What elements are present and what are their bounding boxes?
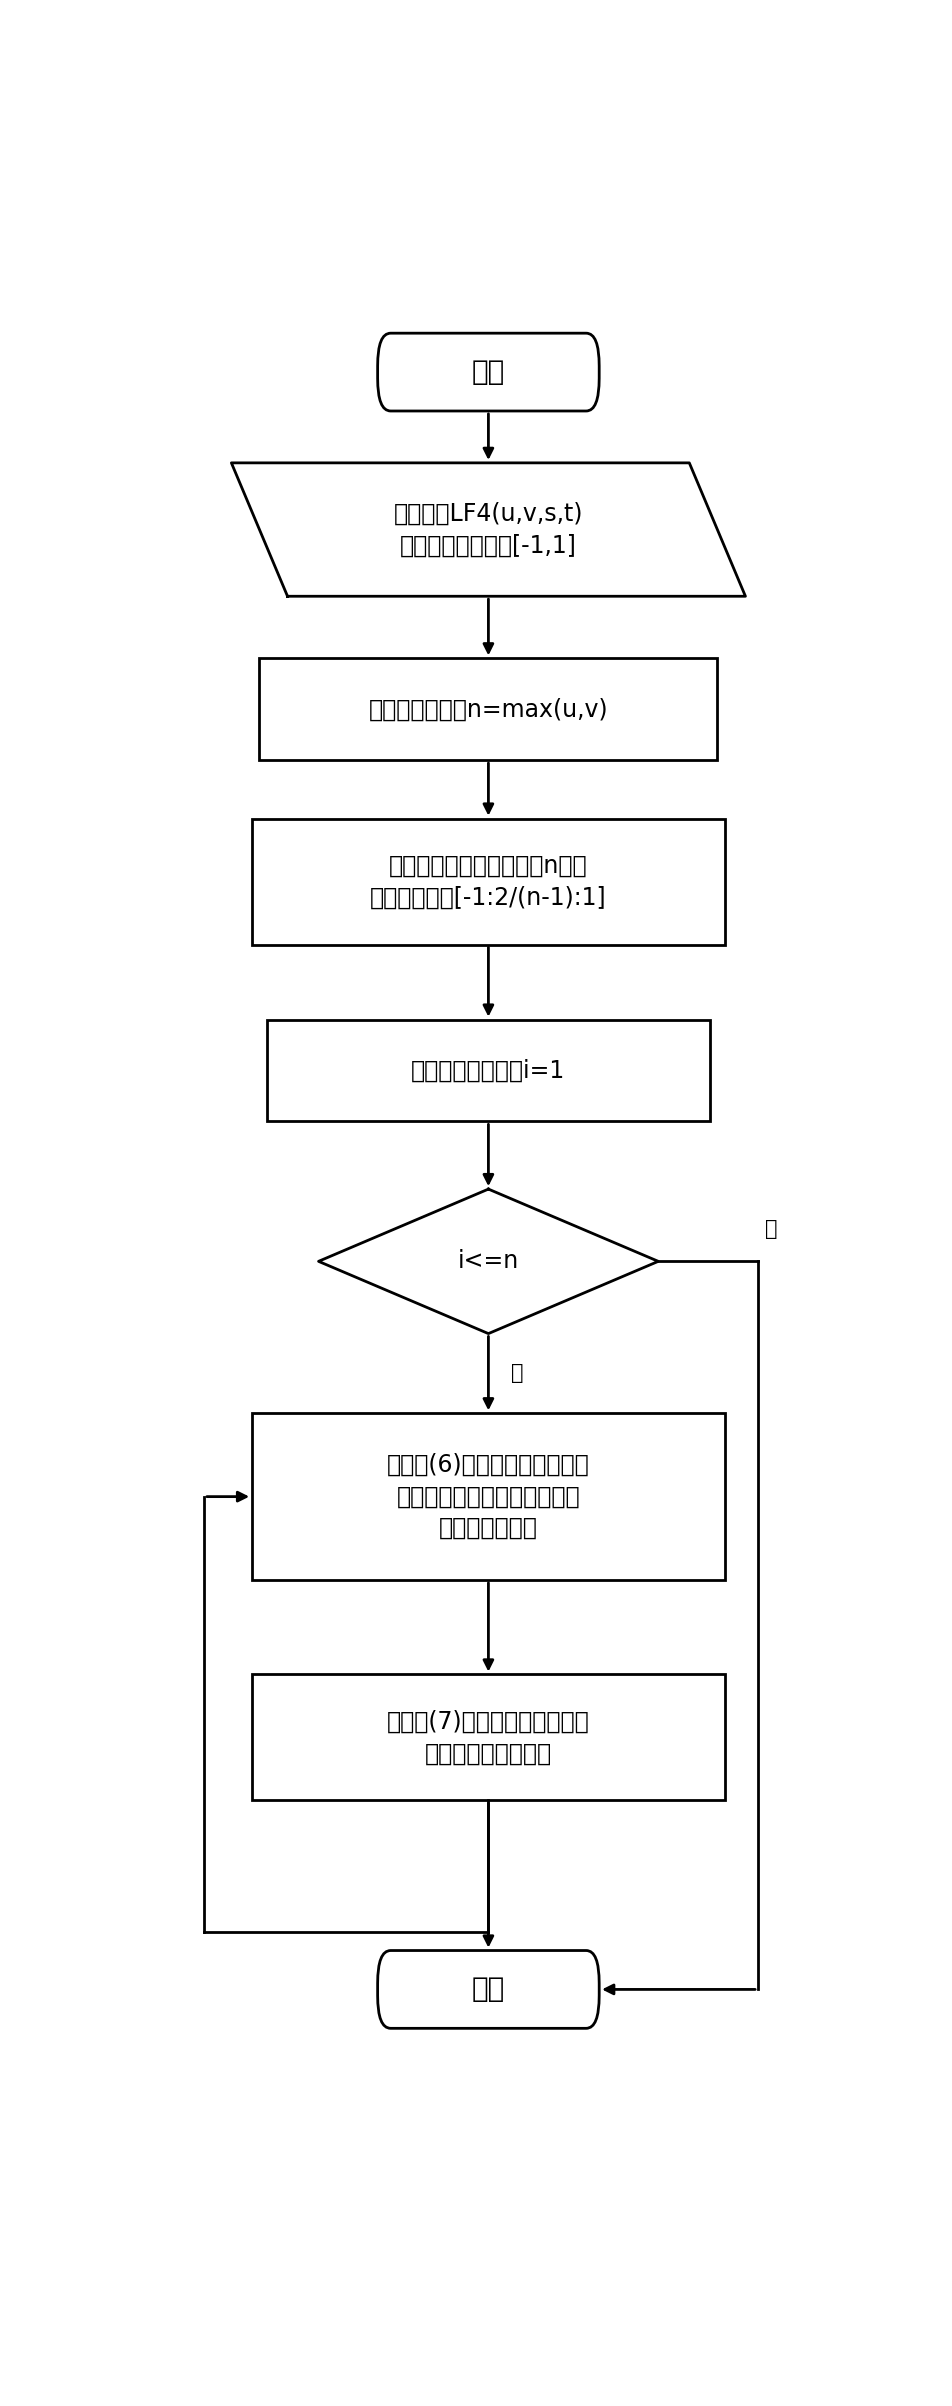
Text: 结束: 结束 xyxy=(471,1975,505,2004)
Text: 斜率列表的数盫n=max(u,v): 斜率列表的数盫n=max(u,v) xyxy=(368,698,607,722)
Text: 用公式(6)对四维光场中的每一
个像素值计算其在重聚焦图像
中的坐标索引値: 用公式(6)对四维光场中的每一 个像素值计算其在重聚焦图像 中的坐标索引値 xyxy=(387,1453,589,1540)
Text: 四维光场LF4(u,v,s,t)
图像的深度范围为[-1,1]: 四维光场LF4(u,v,s,t) 图像的深度范围为[-1,1] xyxy=(393,503,583,558)
Polygon shape xyxy=(318,1189,658,1333)
Bar xyxy=(259,659,717,760)
Bar xyxy=(251,1412,724,1581)
Bar xyxy=(251,1675,724,1800)
FancyBboxPatch shape xyxy=(377,332,599,411)
Text: 开始: 开始 xyxy=(471,358,505,385)
Text: i<=n: i<=n xyxy=(457,1249,519,1273)
Text: 是: 是 xyxy=(510,1364,523,1383)
Bar xyxy=(267,1020,709,1121)
Bar xyxy=(251,818,724,946)
Text: 设置循环初始条件i=1: 设置循环初始条件i=1 xyxy=(411,1059,565,1083)
Polygon shape xyxy=(231,462,744,597)
FancyBboxPatch shape xyxy=(377,1951,599,2028)
Text: 否: 否 xyxy=(764,1220,777,1239)
Text: 将图像的深度范围划分成n份，
得到斜率列表[-1:2/(n-1):1]: 将图像的深度范围划分成n份， 得到斜率列表[-1:2/(n-1):1] xyxy=(369,854,606,909)
Text: 用公式(7)将当前像素点在重聚
焦图像上的光强累加: 用公式(7)将当前像素点在重聚 焦图像上的光强累加 xyxy=(387,1711,589,1766)
